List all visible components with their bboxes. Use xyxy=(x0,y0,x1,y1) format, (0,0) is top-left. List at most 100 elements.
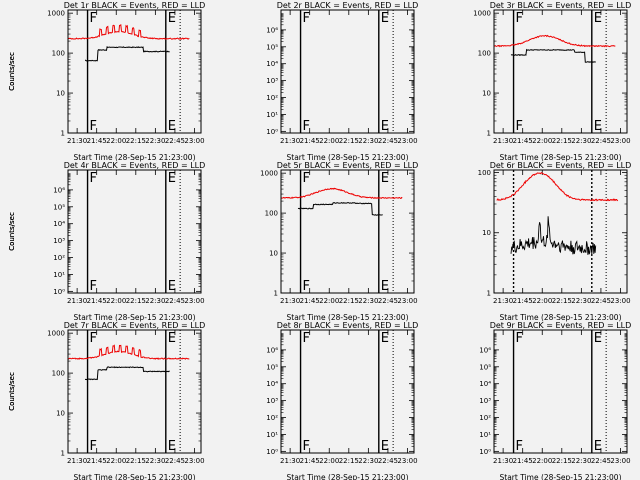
plot-frame xyxy=(67,169,202,294)
marker-label-bottom: F xyxy=(516,119,523,134)
marker-label-bottom: F xyxy=(90,439,97,454)
y-tick-label: 10¹ xyxy=(266,431,278,439)
y-axis-label: Counts/sec xyxy=(8,212,16,251)
y-tick-label: 10⁰ xyxy=(266,128,278,136)
plot-frame xyxy=(493,9,628,134)
x-tick-label: 22:30 xyxy=(145,137,165,145)
panel-title: Det 2r BLACK = Events, RED = LLD xyxy=(277,1,419,10)
x-tick-label: 23:00 xyxy=(184,457,204,465)
y-axis-label: Counts/sec xyxy=(8,52,16,91)
y-tick-label: 10¹ xyxy=(266,111,278,119)
y-tick-label: 1 xyxy=(274,290,278,298)
y-tick-label: 1000 xyxy=(47,10,65,18)
plot-frame xyxy=(67,329,202,454)
panel-title: Det 9r BLACK = Events, RED = LLD xyxy=(490,321,632,330)
panel-det2: Det 2r BLACK = Events, RED = LLD Start Ti… xyxy=(8,1,418,162)
plot-frame xyxy=(280,9,415,134)
plot-frame xyxy=(493,329,628,454)
marker-label-bottom: E xyxy=(381,119,389,134)
series-events xyxy=(297,202,383,216)
marker-label-top: F xyxy=(90,171,97,186)
series-lld xyxy=(67,344,190,360)
y-tick-label: 100 xyxy=(478,169,491,177)
x-tick-label: 22:45 xyxy=(378,297,398,305)
y-tick-label: 10 xyxy=(482,90,491,98)
y-tick-label: 10 xyxy=(269,250,278,258)
x-tick-label: 22:15 xyxy=(339,137,359,145)
y-tick-label: 10⁵ xyxy=(266,363,278,371)
y-tick-label: 10³ xyxy=(266,77,278,85)
y-tick-label: 1 xyxy=(61,130,65,138)
marker-label-bottom: F xyxy=(303,119,310,134)
x-tick-label: 22:15 xyxy=(552,297,572,305)
plot-frame xyxy=(493,169,628,294)
x-tick-label: 21:30 xyxy=(493,297,513,305)
y-tick-label: 10² xyxy=(479,414,491,422)
y-tick-label: 10¹ xyxy=(479,431,491,439)
panel-title: Det 7r BLACK = Events, RED = LLD xyxy=(64,321,206,330)
marker-label-top: F xyxy=(516,331,523,346)
y-tick-label: 1000 xyxy=(47,330,65,338)
x-tick-label: 22:30 xyxy=(358,457,378,465)
marker-label-top: F xyxy=(90,331,97,346)
y-tick-label: 10 xyxy=(482,229,491,237)
x-tick-label: 23:00 xyxy=(184,297,204,305)
x-tick-label: 21:45 xyxy=(87,457,107,465)
x-tick-label: 23:00 xyxy=(397,297,417,305)
y-tick-label: 10¹ xyxy=(53,271,65,279)
marker-label-bottom: E xyxy=(594,119,602,134)
x-tick-label: 22:00 xyxy=(319,297,339,305)
y-tick-label: 1 xyxy=(487,130,491,138)
marker-label-bottom: E xyxy=(381,439,389,454)
plot-frame xyxy=(67,9,202,134)
series-events xyxy=(510,216,597,255)
x-tick-label: 22:00 xyxy=(106,457,126,465)
series-events xyxy=(85,366,170,381)
x-tick-label: 22:15 xyxy=(552,137,572,145)
x-tick-label: 22:30 xyxy=(145,457,165,465)
plot-frame xyxy=(280,329,415,454)
marker-label-top: F xyxy=(516,11,523,26)
y-tick-label: 100 xyxy=(478,50,491,58)
series-lld xyxy=(280,187,403,200)
marker-label-bottom: E xyxy=(168,279,176,294)
x-tick-label: 22:30 xyxy=(145,297,165,305)
marker-label-top: E xyxy=(381,11,389,26)
x-tick-label: 22:00 xyxy=(106,137,126,145)
y-tick-label: 1000 xyxy=(473,10,491,18)
panel-title: Det 5r BLACK = Events, RED = LLD xyxy=(277,161,419,170)
x-tick-label: 22:45 xyxy=(165,297,185,305)
y-axis-label: Counts/sec xyxy=(8,372,16,411)
x-tick-label: 22:15 xyxy=(126,297,146,305)
x-tick-label: 21:45 xyxy=(300,457,320,465)
x-axis-label: Start Time (28-Sep-15 21:23:00) xyxy=(500,153,622,162)
series-events xyxy=(510,48,596,63)
marker-label-top: E xyxy=(594,331,602,346)
x-tick-label: 21:30 xyxy=(67,457,87,465)
x-tick-label: 22:00 xyxy=(106,297,126,305)
x-tick-label: 22:15 xyxy=(552,457,572,465)
series-events xyxy=(85,46,170,62)
x-tick-label: 22:45 xyxy=(378,457,398,465)
y-tick-label: 10³ xyxy=(266,397,278,405)
panel-title: Det 3r BLACK = Events, RED = LLD xyxy=(490,1,632,10)
x-tick-label: 22:30 xyxy=(571,137,591,145)
x-tick-label: 23:00 xyxy=(184,137,204,145)
y-axis-label: Counts/sec xyxy=(8,212,16,251)
y-tick-label: 10⁵ xyxy=(53,203,65,211)
panel-det1: Det 1r BLACK = Events, RED = LLD Start Ti… xyxy=(8,1,205,162)
y-tick-label: 10² xyxy=(266,94,278,102)
y-tick-label: 10⁶ xyxy=(53,186,65,194)
y-tick-label: 10⁴ xyxy=(53,220,65,228)
panel-det8: Det 8r BLACK = Events, RED = LLD Start Ti… xyxy=(8,321,418,480)
x-tick-label: 22:45 xyxy=(591,137,611,145)
x-tick-label: 21:30 xyxy=(67,297,87,305)
x-tick-label: 21:45 xyxy=(300,297,320,305)
y-axis-label: Counts/sec xyxy=(8,372,16,411)
y-axis-label: Counts/sec xyxy=(8,52,16,91)
marker-label-top: F xyxy=(303,171,310,186)
panel-det9: Det 9r BLACK = Events, RED = LLD Start Ti… xyxy=(8,321,631,480)
panel-det5: Det 5r BLACK = Events, RED = LLD Start Ti… xyxy=(8,161,418,322)
y-tick-label: 10⁴ xyxy=(266,380,278,388)
